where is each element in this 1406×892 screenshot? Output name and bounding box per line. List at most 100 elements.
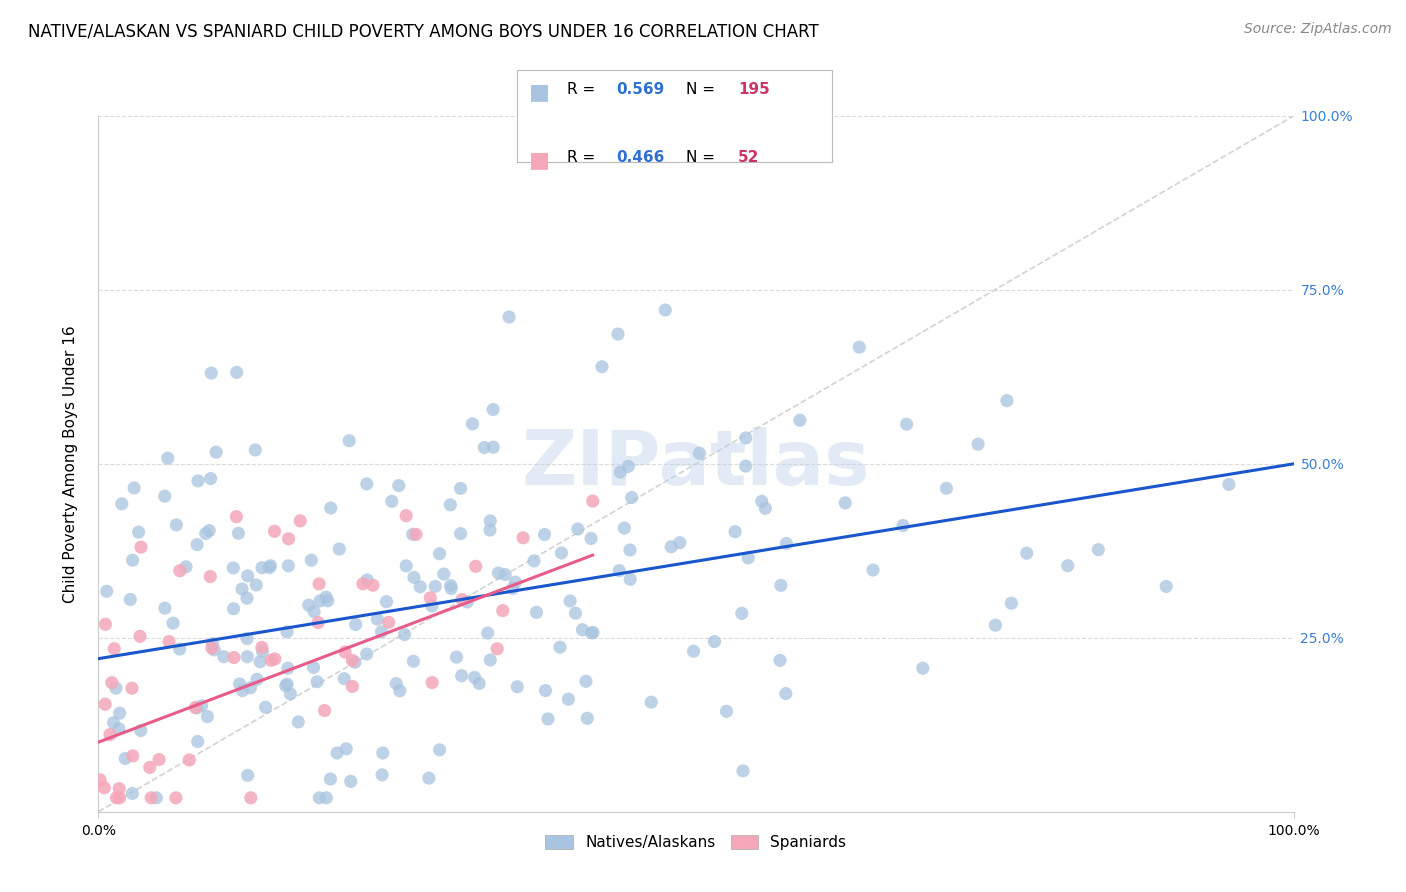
Point: [129, 540, 152, 554]
Point: [498, 310, 520, 324]
Text: N =: N =: [686, 82, 720, 97]
Point: [967, 437, 990, 451]
Point: [567, 522, 589, 536]
Point: [308, 790, 330, 805]
Legend: Natives/Alaskans, Spaniards: Natives/Alaskans, Spaniards: [540, 829, 852, 856]
Point: [388, 478, 411, 492]
Point: [108, 790, 131, 805]
Point: [111, 497, 134, 511]
Point: [239, 790, 262, 805]
Point: [402, 570, 425, 584]
Point: [298, 598, 321, 612]
Point: [468, 676, 491, 690]
Point: [418, 771, 440, 785]
Point: [370, 624, 392, 639]
Point: [225, 509, 247, 524]
Point: [333, 645, 356, 659]
Point: [862, 563, 884, 577]
Point: [620, 491, 643, 505]
Point: [156, 451, 179, 466]
Point: [277, 532, 299, 546]
Point: [169, 642, 191, 657]
Point: [891, 518, 914, 533]
Point: [557, 692, 579, 706]
Point: [236, 649, 259, 664]
Point: [194, 526, 217, 541]
Text: 195: 195: [738, 82, 770, 97]
Point: [263, 524, 285, 539]
Point: [319, 500, 342, 515]
Point: [343, 655, 366, 669]
Point: [450, 669, 472, 683]
Point: [148, 753, 170, 767]
Point: [751, 494, 773, 508]
Point: [537, 712, 560, 726]
Point: [287, 714, 309, 729]
Point: [302, 605, 325, 619]
Point: [464, 670, 486, 684]
Text: 0.569: 0.569: [616, 82, 664, 97]
Point: [479, 514, 502, 528]
Point: [108, 781, 131, 796]
Point: [259, 560, 281, 574]
Point: [307, 615, 329, 630]
Point: [187, 734, 209, 748]
Point: [478, 523, 501, 537]
Point: [582, 625, 605, 640]
Point: [157, 634, 180, 648]
Text: 0.466: 0.466: [616, 150, 664, 165]
Point: [581, 625, 603, 640]
Point: [576, 711, 599, 725]
Point: [231, 683, 253, 698]
Point: [366, 612, 388, 626]
Text: N =: N =: [686, 150, 720, 165]
Point: [190, 698, 212, 713]
Point: [201, 637, 224, 651]
Point: [617, 459, 640, 474]
Point: [228, 677, 250, 691]
Text: NATIVE/ALASKAN VS SPANIARD CHILD POVERTY AMONG BOYS UNDER 16 CORRELATION CHART: NATIVE/ALASKAN VS SPANIARD CHILD POVERTY…: [28, 22, 818, 40]
Point: [114, 751, 136, 765]
Point: [250, 640, 273, 655]
Point: [619, 543, 641, 558]
Point: [375, 595, 398, 609]
Point: [440, 582, 463, 596]
Point: [550, 546, 572, 560]
Point: [315, 790, 337, 805]
Point: [548, 640, 571, 655]
Point: [316, 593, 339, 607]
Point: [420, 599, 443, 613]
Point: [394, 627, 416, 641]
Point: [377, 615, 399, 630]
Point: [236, 591, 259, 606]
Point: [202, 643, 225, 657]
Point: [335, 741, 357, 756]
Point: [236, 632, 259, 646]
Point: [534, 683, 557, 698]
Point: [419, 591, 441, 605]
Point: [122, 481, 145, 495]
Point: [591, 359, 613, 374]
Point: [89, 772, 111, 787]
Point: [429, 547, 451, 561]
Point: [505, 575, 527, 590]
Point: [254, 700, 277, 714]
Point: [754, 501, 776, 516]
Point: [231, 582, 253, 596]
Point: [506, 680, 529, 694]
Point: [619, 572, 641, 586]
Point: [187, 474, 209, 488]
Point: [94, 697, 117, 711]
Point: [314, 704, 336, 718]
Point: [277, 661, 299, 675]
Point: [523, 554, 546, 568]
Point: [263, 652, 285, 666]
Point: [105, 790, 128, 805]
Point: [276, 677, 298, 691]
Point: [439, 498, 461, 512]
Point: [402, 527, 425, 541]
Point: [769, 653, 792, 667]
Point: [607, 564, 630, 578]
Point: [564, 606, 586, 620]
Point: [1056, 558, 1078, 573]
